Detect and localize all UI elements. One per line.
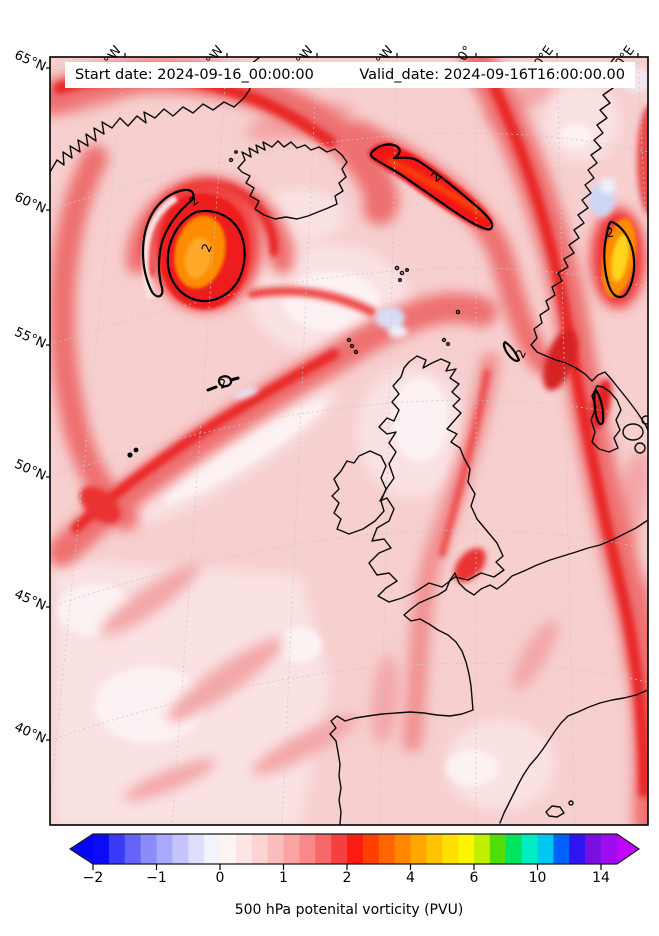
colorbar-segment — [108, 834, 126, 864]
colorbar-segment — [315, 834, 332, 864]
map-border — [49, 56, 649, 826]
norway-pv-max — [591, 208, 645, 308]
colorbar-segment — [426, 834, 443, 864]
colorbar-tick-label: 1 — [279, 870, 288, 886]
colorbar-segment — [521, 834, 539, 864]
colorbar-segment — [188, 834, 205, 864]
colorbar-segment — [140, 834, 158, 864]
colorbar-segment — [601, 834, 618, 864]
meridian-line — [281, 57, 318, 825]
colorbar-segment — [585, 834, 602, 864]
colorbar-left-extend — [70, 834, 93, 864]
colorbar-tick-label: 4 — [406, 870, 415, 886]
colorbar-tick-label: 10 — [528, 870, 547, 886]
coast-france-iberia — [329, 519, 648, 825]
colorbar-tick-label: 14 — [592, 870, 610, 886]
colorbar-segment — [267, 834, 285, 864]
coast-ireland — [331, 450, 387, 535]
pv-filament — [368, 142, 493, 230]
coast-great-britain — [368, 355, 505, 603]
contour-label: 2 — [605, 225, 615, 241]
colorbar-segment — [283, 834, 300, 864]
coast-faroe-islands — [394, 265, 410, 283]
colorbar — [68, 833, 641, 870]
colorbar-segment — [124, 834, 142, 864]
graticule — [50, 57, 648, 825]
coast-mallorca — [545, 805, 565, 818]
colorbar-tick-label: −1 — [146, 870, 167, 886]
colorbar-right-extend — [616, 834, 639, 864]
coast-spain-mediterranean — [499, 689, 648, 824]
meridian-line — [171, 57, 228, 825]
colorbar-segment — [378, 834, 396, 864]
coast-hebrides-orkney-shetland — [346, 309, 461, 355]
colorbar-tick-label: 2 — [342, 870, 352, 886]
colorbar-segment — [204, 834, 221, 864]
title-box: Start date: 2024-09-16_00:00:00 Valid_da… — [65, 62, 635, 88]
vortex-core — [142, 179, 261, 311]
colorbar-segment — [505, 834, 523, 864]
colorbar-segment — [299, 834, 316, 864]
meridian-line — [50, 57, 126, 808]
colorbar-segment — [394, 834, 412, 864]
colorbar-segment — [172, 834, 189, 864]
colorbar-segment — [251, 834, 269, 864]
coast-greenland — [50, 57, 261, 173]
colorbar-caption: 500 hPa potenital vorticity (PVU) — [234, 902, 464, 918]
colorbar-segment — [569, 834, 586, 864]
coastlines — [50, 57, 648, 825]
colorbar-tick-label: 6 — [469, 870, 479, 886]
colorbar-segment — [553, 834, 570, 864]
coast-denmark — [590, 385, 622, 453]
colorbar-segment — [442, 834, 459, 864]
colorbar-segments — [93, 834, 618, 864]
meridian-line — [379, 57, 398, 825]
colorbar-ticks — [92, 864, 602, 870]
colorbar-segment — [347, 834, 364, 864]
colorbar-segment — [474, 834, 491, 864]
colorbar-segment — [458, 834, 475, 864]
colorbar-segment — [410, 834, 427, 864]
pv-field — [50, 57, 648, 825]
colorbar-tick-label: −2 — [82, 870, 104, 886]
colorbar-segment — [93, 834, 110, 864]
colorbar-segment — [489, 834, 507, 864]
colorbar-segment — [156, 834, 173, 864]
coast-norway — [530, 57, 648, 431]
start-date-text: Start date: 2024-09-16_00:00:00 — [75, 67, 314, 83]
colorbar-segment — [331, 834, 348, 864]
colorbar-segment — [235, 834, 253, 864]
colorbar-segment — [220, 834, 237, 864]
colorbar-segment — [537, 834, 554, 864]
coast-iceland — [237, 140, 348, 220]
meridian-line — [556, 57, 576, 825]
valid-date-text: Valid_date: 2024-09-16T16:00:00.00 — [359, 67, 625, 83]
contours-2pvu — [127, 143, 636, 458]
colorbar-segment — [362, 834, 380, 864]
colorbar-tick-label: 0 — [215, 870, 225, 886]
